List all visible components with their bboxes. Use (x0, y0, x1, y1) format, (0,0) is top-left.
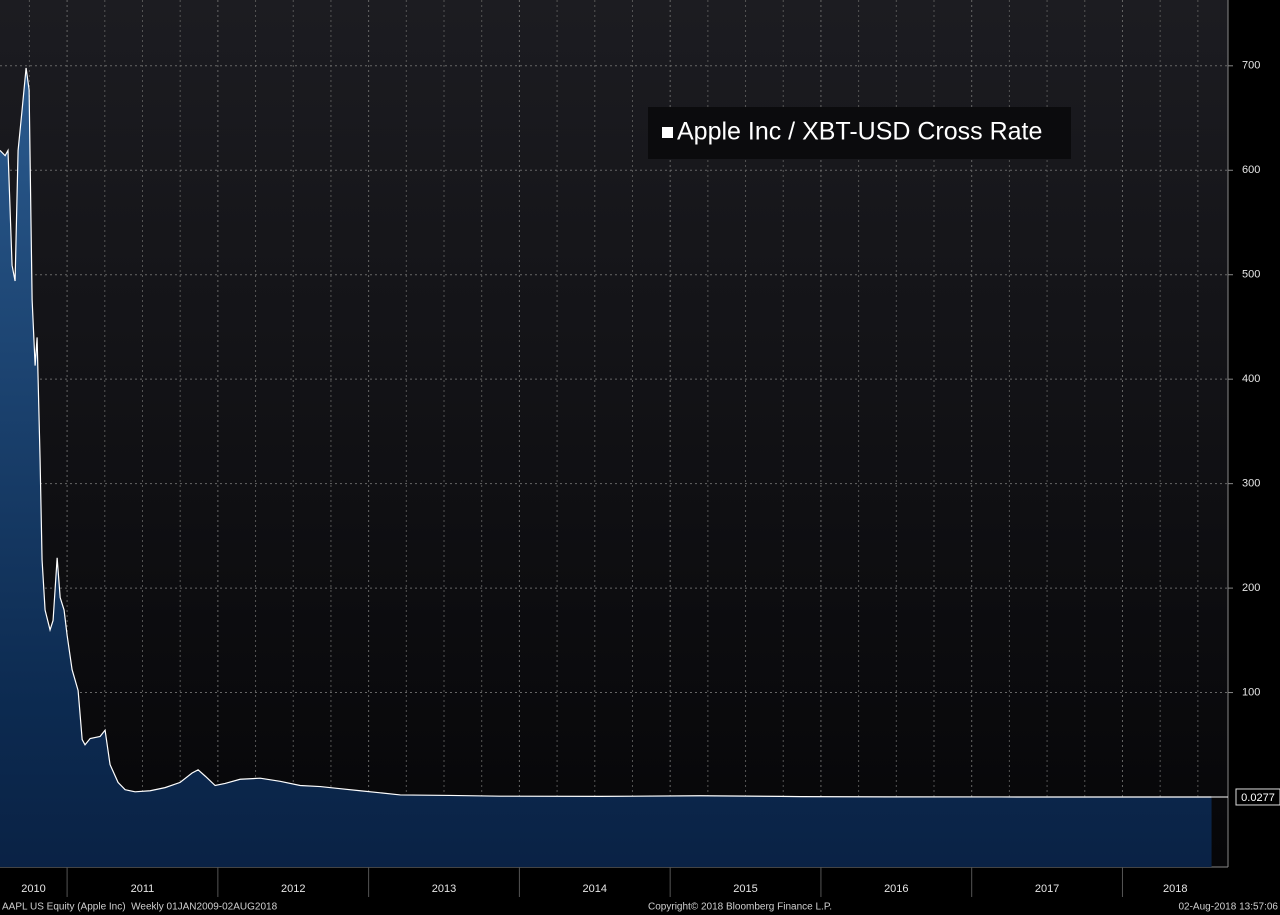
x-tick-label: 2012 (281, 883, 305, 895)
last-value-box (1235, 788, 1280, 806)
y-tick-label: 700 (1242, 60, 1260, 72)
footer-center: Copyright© 2018 Bloomberg Finance L.P. (648, 902, 832, 913)
x-tick-label: 2014 (583, 883, 607, 895)
legend-label: Apple Inc / XBT-USD Cross Rate (677, 118, 1042, 146)
y-tick-label: 600 (1242, 164, 1260, 176)
line (0, 67, 1212, 798)
x-tick-label: 2015 (733, 883, 757, 895)
x-tick-label: 2010 (21, 883, 45, 895)
legend-box (648, 107, 1071, 159)
x-tick-label: 2011 (131, 883, 155, 895)
y-tick-label: 500 (1242, 269, 1260, 281)
footer-left: AAPL US Equity (Apple Inc) Weekly 01JAN2… (2, 902, 278, 913)
area (0, 67, 1212, 867)
x-tick-label: 2016 (884, 883, 908, 895)
footer-right: 02-Aug-2018 13:57:06 (1178, 902, 1278, 913)
x-tick-label: 2017 (1035, 883, 1059, 895)
y-tick-label: 200 (1242, 582, 1260, 594)
y-tick-label: 400 (1242, 373, 1260, 385)
x-tick-label: 2013 (432, 883, 456, 895)
y-tick-label: 300 (1242, 478, 1260, 490)
legend-swatch (662, 127, 673, 138)
last-value-label: 0.0277 (1241, 792, 1275, 804)
x-tick-label: 2018 (1163, 883, 1187, 895)
y-tick-label: 100 (1242, 686, 1260, 698)
legend: Apple Inc / XBT-USD Cross Rate (648, 107, 1071, 159)
